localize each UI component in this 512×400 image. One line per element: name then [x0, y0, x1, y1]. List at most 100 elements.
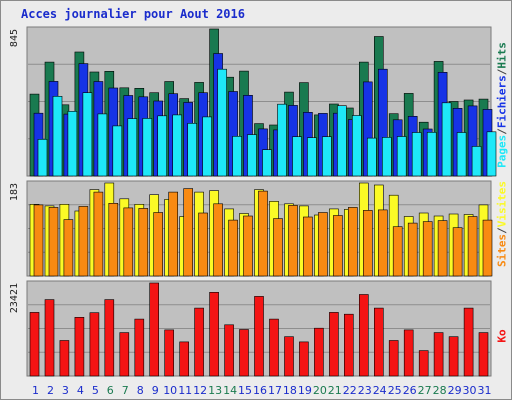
bar-ko-27 — [418, 350, 429, 377]
legend-bottom: Ko — [494, 281, 510, 391]
x-tick-label: 7 — [122, 384, 129, 397]
bar-sites-13 — [213, 203, 223, 277]
bar-pages-22 — [351, 115, 362, 177]
bar-pages-9 — [157, 115, 167, 177]
bar-sites-29 — [452, 227, 463, 277]
bar-ko-11 — [179, 341, 189, 377]
legend-entry: Pages — [495, 134, 509, 168]
bar-sites-11 — [183, 188, 193, 277]
bar-ko-12 — [194, 307, 204, 377]
bar-ko-21 — [329, 312, 339, 377]
bar-pages-13 — [217, 68, 227, 177]
bar-pages-6 — [112, 125, 123, 177]
bar-sites-4 — [78, 206, 89, 277]
bar-sites-6 — [108, 203, 119, 277]
x-tick-label: 26 — [403, 384, 417, 397]
legend-entry: / — [495, 227, 509, 234]
bar-ko-20 — [314, 327, 324, 377]
bar-ko-31 — [478, 332, 489, 377]
x-tick-label: 22 — [343, 384, 357, 397]
x-tick-label: 1 — [32, 384, 39, 397]
x-tick-label: 23 — [358, 384, 372, 397]
x-tick-label: 6 — [107, 384, 114, 397]
bar-pages-3 — [67, 111, 78, 177]
bar-sites-18 — [288, 205, 298, 277]
x-tick-label: 25 — [388, 384, 402, 397]
bar-sites-26 — [407, 222, 418, 277]
bar-sites-14 — [228, 219, 238, 277]
legend-top-text: Pages/Fichiers/Hits — [496, 42, 509, 168]
chart-title: Acces journalier pour Aout 2016 — [21, 7, 245, 21]
x-tick-label: 18 — [283, 384, 297, 397]
bar-ko-29 — [448, 336, 459, 377]
x-tick-label: 5 — [92, 384, 99, 397]
x-tick-label: 11 — [178, 384, 192, 397]
legend-bottom-text: Ko — [496, 329, 509, 342]
bar-ko-25 — [388, 340, 399, 377]
bar-pages-12 — [202, 116, 212, 177]
x-tick-label: 8 — [137, 384, 144, 397]
bar-pages-23 — [366, 137, 377, 177]
bar-pages-30 — [471, 146, 482, 177]
bar-ko-6 — [104, 299, 115, 377]
x-tick-label: 14 — [223, 384, 237, 397]
x-tick-label: 30 — [463, 384, 477, 397]
bar-pages-29 — [456, 132, 467, 177]
bar-sites-10 — [168, 191, 178, 277]
bar-ko-4 — [74, 316, 85, 377]
bar-ko-16 — [254, 296, 264, 377]
x-tick-label: 24 — [373, 384, 387, 397]
bar-pages-8 — [142, 118, 153, 177]
bar-pages-24 — [381, 137, 392, 177]
bar-sites-5 — [93, 191, 104, 277]
legend-entry: Hits — [495, 42, 509, 69]
x-tick-label: 10 — [163, 384, 177, 397]
bar-sites-1 — [33, 204, 44, 277]
bar-sites-23 — [362, 210, 373, 277]
x-tick-label: 20 — [313, 384, 327, 397]
legend-entry: Sites — [495, 233, 509, 268]
bar-pages-1 — [37, 139, 48, 177]
bar-sites-28 — [437, 220, 448, 277]
x-tick-label: 28 — [433, 384, 447, 397]
bar-sites-3 — [63, 219, 74, 277]
bar-sites-2 — [48, 207, 59, 277]
bar-ko-15 — [239, 329, 249, 377]
bar-ko-22 — [343, 313, 354, 377]
bar-sites-25 — [392, 226, 403, 277]
x-tick-label: 13 — [208, 384, 222, 397]
x-tick-label: 31 — [478, 384, 492, 397]
bar-ko-30 — [463, 307, 474, 377]
bar-sites-16 — [258, 190, 268, 277]
bar-pages-19 — [307, 137, 317, 177]
bar-pages-31 — [486, 131, 497, 177]
bar-pages-4 — [82, 92, 93, 177]
bar-ko-26 — [403, 329, 414, 377]
bar-pages-21 — [337, 105, 347, 177]
legend: Pages/Fichiers/Hits Sites/Visites Ko — [494, 25, 510, 385]
bar-ko-24 — [373, 307, 384, 377]
bar-ko-1 — [29, 312, 40, 377]
x-tick-label: 9 — [152, 384, 159, 397]
bar-sites-19 — [303, 216, 313, 277]
bar-pages-10 — [172, 114, 182, 177]
x-tick-label: 21 — [328, 384, 342, 397]
x-tick-label: 15 — [238, 384, 252, 397]
x-tick-label: 12 — [193, 384, 207, 397]
legend-entry: Fichiers — [495, 75, 509, 129]
bar-ko-9 — [149, 282, 159, 377]
bar-ko-13 — [209, 291, 219, 377]
x-tick-label: 16 — [253, 384, 267, 397]
bar-pages-28 — [441, 102, 452, 177]
bar-sites-30 — [467, 216, 478, 277]
legend-entry: / — [495, 128, 509, 135]
x-tick-label: 2 — [47, 384, 54, 397]
y-max-label: 23421 — [9, 283, 20, 313]
bar-pages-2 — [52, 96, 63, 177]
bar-sites-12 — [198, 212, 208, 277]
legend-entry: / — [495, 68, 509, 76]
x-tick-label: 19 — [298, 384, 312, 397]
bar-pages-18 — [292, 136, 302, 177]
